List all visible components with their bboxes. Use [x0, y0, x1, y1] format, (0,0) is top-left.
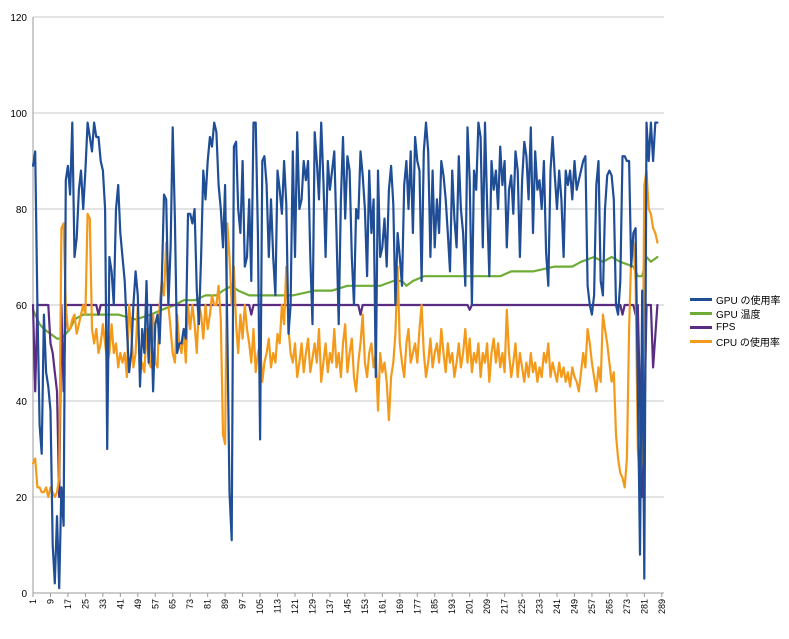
x-tick-label: 113 [273, 599, 283, 613]
series-line-2 [31, 303, 659, 499]
y-tick-label: 0 [21, 589, 27, 600]
legend-swatch-gpu-usage [690, 297, 712, 301]
x-tick-label: 9 [45, 599, 55, 604]
x-tick-label: 217 [500, 599, 510, 614]
legend-label-gpu-temp: GPU 温度 [716, 309, 761, 321]
legend-swatch-fps [690, 325, 712, 329]
legend-label-cpu-usage: CPU の使用率 [716, 337, 780, 349]
x-tick-label: 161 [377, 599, 387, 614]
x-tick-label: 81 [203, 599, 213, 609]
legend-label-fps: FPS [716, 321, 736, 333]
x-tick-label: 265 [604, 599, 614, 614]
legend-label-gpu-usage: GPU の使用率 [716, 295, 781, 307]
series-line-3 [31, 169, 659, 499]
y-tick-label: 100 [10, 109, 27, 120]
legend-swatch-gpu-temp [690, 311, 712, 315]
series-lines [31, 121, 659, 590]
x-tick-label: 145 [342, 599, 352, 614]
x-tick-label: 153 [360, 599, 370, 614]
x-tick-label: 105 [255, 599, 265, 614]
y-tick-label: 120 [10, 13, 27, 24]
x-tick-label: 241 [552, 599, 562, 614]
legend: GPU の使用率 GPU 温度 FPS CPU の使用率 [690, 292, 781, 349]
x-tick-label: 177 [412, 599, 422, 614]
x-tick-label: 1 [28, 599, 38, 604]
x-tick-label: 121 [290, 599, 300, 614]
legend-item-gpu-usage: GPU の使用率 [690, 292, 781, 307]
x-tick-label: 169 [395, 599, 405, 614]
x-tick-label: 41 [115, 599, 125, 609]
y-tick-label: 20 [16, 493, 28, 504]
x-tick-label: 249 [569, 599, 579, 614]
x-tick-label: 33 [98, 599, 108, 609]
x-tick-label: 73 [185, 599, 195, 609]
x-axis: 1 9 17 25 33 41 49 57 65 73 81 89 97 105 113 121 129 137 1… [28, 592, 667, 614]
legend-item-fps: FPS [690, 320, 780, 334]
legend-item-gpu-temp: GPU 温度 [690, 306, 780, 321]
x-tick-label: 49 [133, 599, 143, 609]
x-tick-label: 289 [657, 599, 667, 614]
x-tick-label: 209 [482, 599, 492, 614]
x-tick-label: 273 [622, 599, 632, 614]
x-tick-label: 193 [447, 599, 457, 614]
y-axis: 0 20 40 60 80 100 120 [10, 13, 34, 600]
x-tick-label: 257 [587, 599, 597, 614]
x-tick-label: 185 [430, 599, 440, 614]
legend-item-cpu-usage: CPU の使用率 [690, 334, 780, 349]
x-tick-label: 65 [168, 599, 178, 609]
x-tick-label: 89 [220, 599, 230, 609]
x-tick-label: 17 [63, 599, 73, 609]
x-tick-label: 129 [307, 599, 317, 614]
x-tick-label: 201 [465, 599, 475, 614]
legend-swatch-cpu-usage [690, 339, 712, 343]
x-tick-label: 281 [639, 599, 649, 614]
series-line-0 [31, 121, 659, 590]
x-tick-label: 233 [535, 599, 545, 614]
x-tick-label: 57 [150, 599, 160, 609]
y-tick-label: 80 [16, 205, 28, 216]
x-tick-label: 137 [325, 599, 335, 614]
x-tick-label: 97 [238, 599, 248, 609]
x-tick-label: 25 [80, 599, 90, 609]
y-tick-label: 40 [16, 397, 28, 408]
x-tick-label: 225 [517, 599, 527, 614]
y-tick-label: 60 [16, 301, 28, 312]
